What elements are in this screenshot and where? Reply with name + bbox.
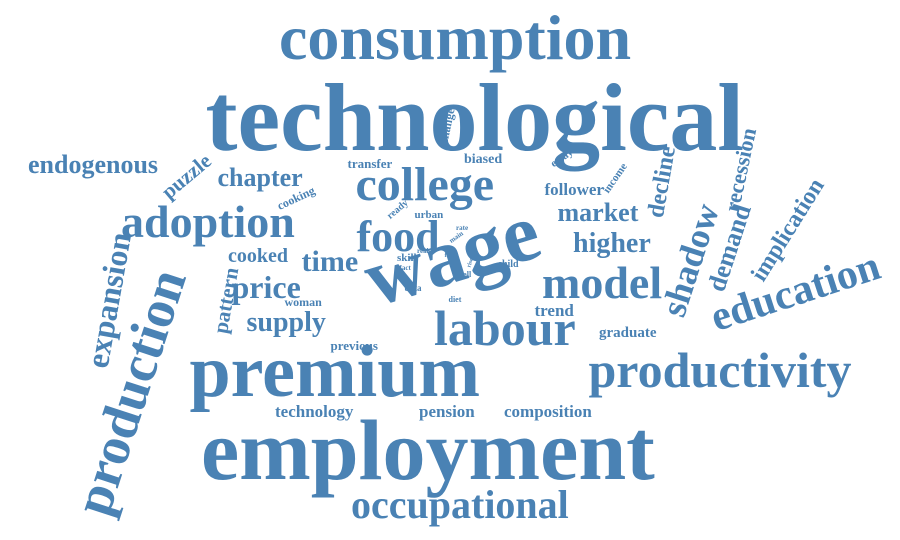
word-follower: follower [544,179,604,199]
word-rate: rate [456,223,469,232]
word-skill: skill [397,251,417,264]
word-market: market [557,198,639,227]
word-consumption: consumption [279,2,632,73]
word-endogenous: endogenous [28,150,159,179]
word-time: time [301,245,359,278]
word-fact: fact [399,263,411,272]
word-adoption: adoption [121,196,295,247]
word-child: child [497,259,519,270]
word-premium: premium [189,331,481,413]
word-woman: woman [284,295,322,309]
word-puzzle: puzzle [156,148,216,204]
word-chapter: chapter [217,163,303,192]
word-real: real [417,246,429,255]
word-transfer: transfer [347,155,393,171]
word-pattern: pattern [207,265,243,335]
word-technology: technology [275,401,354,421]
word-food: food [356,212,440,261]
word-urban: urban [414,208,444,221]
word-price: price [231,269,301,305]
word-pension: pension [419,401,475,421]
word-cooked: cooked [228,245,288,267]
word-fast: fast [444,253,454,259]
word-college: college [355,158,495,211]
word-data: data [404,282,422,293]
word-occupational: occupational [351,482,569,527]
word-graduate: graduate [599,324,657,341]
word-biased: biased [464,152,503,167]
word-production: production [62,261,198,523]
word-higher: higher [573,228,651,259]
word-supply: supply [246,307,326,338]
word-model: model [542,257,663,308]
word-technological: technological [205,64,745,171]
word-composition: composition [504,401,592,421]
word-productivity: productivity [588,342,852,398]
word-labour: labour [434,300,576,356]
word-tell: tell [460,270,472,279]
word-employment: employment [201,402,655,498]
word-diet: diet [448,295,462,304]
word-previous: previous [330,337,378,353]
word-trend: trend [534,300,574,320]
